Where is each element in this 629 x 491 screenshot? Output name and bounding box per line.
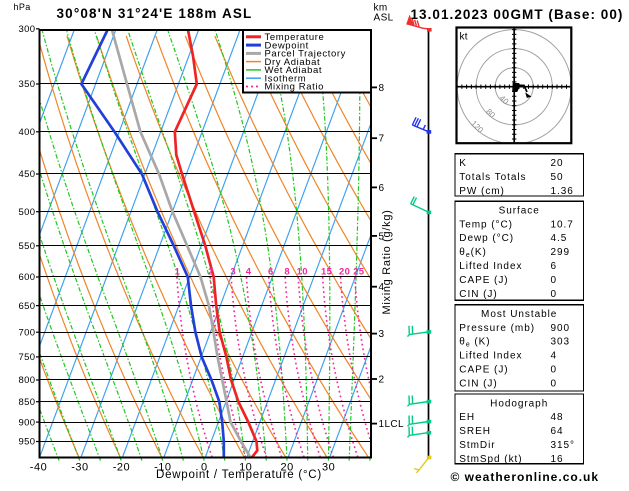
svg-text:K: K xyxy=(459,158,467,169)
svg-text:20: 20 xyxy=(551,158,564,169)
svg-text:48: 48 xyxy=(551,412,564,423)
svg-text:299: 299 xyxy=(551,247,571,258)
svg-text:CAPE (J): CAPE (J) xyxy=(459,275,508,286)
svg-text:Lifted Index: Lifted Index xyxy=(459,261,522,272)
svg-text:315°: 315° xyxy=(551,440,575,451)
svg-text:hPa: hPa xyxy=(14,2,31,12)
svg-text:Surface: Surface xyxy=(499,205,540,216)
svg-text:950: 950 xyxy=(18,437,35,448)
svg-text:500: 500 xyxy=(18,207,35,218)
svg-text:13.01.2023 00GMT (Base: 00): 13.01.2023 00GMT (Base: 00) xyxy=(411,7,624,22)
svg-text:1: 1 xyxy=(175,267,181,278)
svg-text:Totals Totals: Totals Totals xyxy=(459,172,526,183)
svg-text:350: 350 xyxy=(18,79,35,90)
svg-text:450: 450 xyxy=(18,169,35,180)
svg-text:Hodograph: Hodograph xyxy=(490,398,548,409)
svg-text:10.7: 10.7 xyxy=(551,219,574,230)
svg-text:4: 4 xyxy=(246,267,252,278)
svg-text:303: 303 xyxy=(551,337,571,348)
svg-text:10: 10 xyxy=(297,267,308,278)
svg-text:0: 0 xyxy=(551,365,558,376)
svg-text:4: 4 xyxy=(551,351,558,362)
svg-text:20: 20 xyxy=(339,267,350,278)
svg-text:ASL: ASL xyxy=(374,13,394,24)
svg-text:30: 30 xyxy=(322,462,335,474)
svg-text:700: 700 xyxy=(18,327,35,338)
svg-text:400: 400 xyxy=(18,127,35,138)
svg-text:3: 3 xyxy=(230,267,236,278)
svg-text:900: 900 xyxy=(551,323,571,334)
svg-text:Mixing Ratio: Mixing Ratio xyxy=(265,82,324,93)
svg-text:CAPE (J): CAPE (J) xyxy=(459,365,508,376)
svg-text:SREH: SREH xyxy=(459,426,491,437)
svg-text:CIN (J): CIN (J) xyxy=(459,289,497,300)
svg-text:6: 6 xyxy=(379,183,385,194)
svg-text:Dewpoint / Temperature (°C): Dewpoint / Temperature (°C) xyxy=(156,469,322,481)
svg-text:1LCL: 1LCL xyxy=(379,419,405,430)
svg-text:kt: kt xyxy=(460,32,468,43)
svg-text:50: 50 xyxy=(551,172,564,183)
svg-text:PW (cm): PW (cm) xyxy=(459,186,505,197)
svg-text:800: 800 xyxy=(18,375,35,386)
svg-text:15: 15 xyxy=(321,267,333,278)
svg-text:600: 600 xyxy=(18,272,35,283)
svg-text:EH: EH xyxy=(459,412,475,423)
svg-text:1.36: 1.36 xyxy=(551,186,574,197)
svg-text:16: 16 xyxy=(551,454,564,465)
svg-text:8: 8 xyxy=(379,83,385,94)
svg-text:Mixing Ratio (g/kg): Mixing Ratio (g/kg) xyxy=(381,210,393,315)
svg-text:300: 300 xyxy=(18,24,35,35)
svg-text:θe(K): θe(K) xyxy=(459,247,487,259)
svg-text:0: 0 xyxy=(551,289,558,300)
svg-text:CIN (J): CIN (J) xyxy=(459,379,497,390)
svg-text:StmSpd (kt): StmSpd (kt) xyxy=(459,454,522,465)
svg-text:850: 850 xyxy=(18,397,35,408)
svg-text:4.5: 4.5 xyxy=(551,233,568,244)
svg-text:-20: -20 xyxy=(113,462,130,474)
svg-text:6: 6 xyxy=(551,261,558,272)
svg-text:0: 0 xyxy=(551,379,558,390)
svg-text:Lifted Index: Lifted Index xyxy=(459,351,522,362)
svg-text:© weatheronline.co.uk: © weatheronline.co.uk xyxy=(451,470,600,484)
svg-text:θe (K): θe (K) xyxy=(459,337,490,349)
svg-text:2: 2 xyxy=(208,267,214,278)
svg-text:650: 650 xyxy=(18,301,35,312)
svg-text:30°08'N 31°24'E 188m ASL: 30°08'N 31°24'E 188m ASL xyxy=(57,6,253,21)
svg-text:8: 8 xyxy=(284,267,290,278)
svg-text:750: 750 xyxy=(18,352,35,363)
svg-text:-30: -30 xyxy=(71,462,88,474)
svg-text:7: 7 xyxy=(379,134,385,145)
svg-text:-40: -40 xyxy=(30,462,47,474)
svg-text:550: 550 xyxy=(18,241,35,252)
svg-text:2: 2 xyxy=(379,375,385,386)
svg-text:64: 64 xyxy=(551,426,564,437)
svg-text:900: 900 xyxy=(18,417,35,428)
svg-text:25: 25 xyxy=(353,267,365,278)
svg-text:Temp (°C): Temp (°C) xyxy=(459,219,513,230)
svg-text:Pressure (mb): Pressure (mb) xyxy=(459,323,535,334)
svg-text:Most Unstable: Most Unstable xyxy=(481,309,557,320)
svg-text:0: 0 xyxy=(551,275,558,286)
svg-text:Dewp (°C): Dewp (°C) xyxy=(459,233,514,244)
svg-text:StmDir: StmDir xyxy=(459,440,495,451)
svg-text:3: 3 xyxy=(379,329,385,340)
svg-text:6: 6 xyxy=(268,267,274,278)
